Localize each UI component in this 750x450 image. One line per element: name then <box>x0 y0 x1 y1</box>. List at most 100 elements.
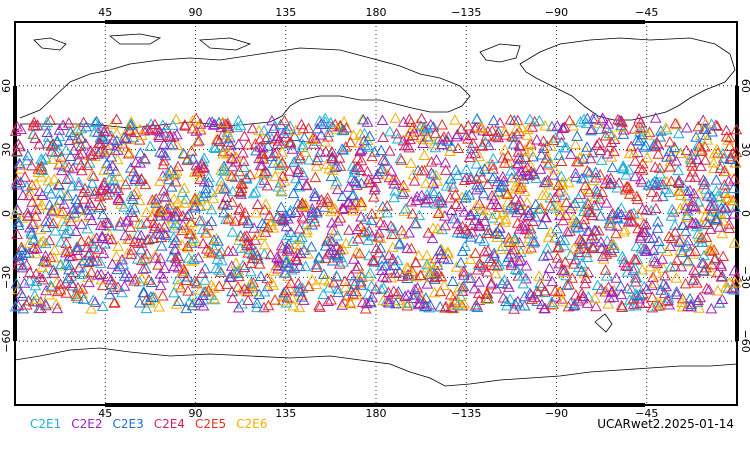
occultation-marker <box>207 192 220 204</box>
occultation-marker <box>167 119 179 130</box>
occultation-marker <box>269 170 282 182</box>
occultation-marker <box>168 260 180 272</box>
occultation-marker <box>460 223 472 234</box>
occultation-marker <box>170 298 183 309</box>
occultation-marker <box>260 133 272 145</box>
occultation-marker <box>391 254 404 266</box>
occultation-marker <box>701 134 714 145</box>
occultation-marker <box>658 287 671 299</box>
occultation-marker <box>352 260 365 271</box>
occultation-marker <box>533 270 545 281</box>
occultation-markers <box>9 112 743 314</box>
occultation-marker <box>421 258 433 270</box>
occultation-marker <box>586 209 599 221</box>
occultation-marker <box>705 118 718 129</box>
occultation-marker <box>391 288 403 299</box>
occultation-marker <box>385 165 398 176</box>
occultation-marker <box>730 271 743 282</box>
occultation-marker <box>118 280 131 291</box>
occultation-marker <box>31 242 43 254</box>
occultation-marker <box>452 142 465 154</box>
occultation-marker <box>251 198 264 209</box>
occultation-marker <box>36 261 49 273</box>
occultation-marker <box>40 299 52 311</box>
occultation-marker <box>538 286 551 297</box>
occultation-marker <box>381 169 394 180</box>
occultation-marker <box>714 258 727 269</box>
occultation-marker <box>93 190 106 202</box>
occultation-marker <box>403 296 416 308</box>
occultation-marker <box>622 163 635 175</box>
occultation-marker <box>353 136 366 148</box>
occultation-marker <box>360 297 373 309</box>
occultation-marker <box>524 113 536 125</box>
occultation-marker <box>553 186 566 197</box>
occultation-marker <box>48 267 60 278</box>
occultation-marker <box>713 297 726 308</box>
occultation-marker <box>331 229 344 241</box>
occultation-marker <box>697 114 710 125</box>
occultation-marker <box>557 214 570 226</box>
occultation-marker <box>250 144 262 156</box>
occultation-marker <box>106 160 119 171</box>
occultation-marker <box>53 194 66 205</box>
occultation-marker <box>46 205 58 217</box>
occultation-marker <box>422 133 435 145</box>
occultation-marker <box>61 272 74 284</box>
occultation-marker <box>564 225 576 236</box>
occultation-marker <box>493 258 505 270</box>
occultation-marker <box>123 271 136 282</box>
occultation-marker <box>280 297 293 308</box>
occultation-marker <box>137 286 150 298</box>
occultation-marker <box>62 117 75 128</box>
occultation-marker <box>556 295 569 307</box>
occultation-marker <box>386 252 399 264</box>
occultation-marker <box>255 270 267 281</box>
occultation-marker <box>484 252 497 263</box>
occultation-marker <box>354 128 367 139</box>
occultation-marker <box>465 231 477 242</box>
occultation-marker <box>30 275 43 287</box>
occultation-marker <box>275 239 288 251</box>
occultation-marker <box>466 142 478 154</box>
occultation-marker <box>85 266 98 277</box>
occultation-marker <box>476 139 489 151</box>
occultation-marker <box>473 217 486 229</box>
occultation-marker <box>524 222 537 234</box>
occultation-marker <box>583 186 596 197</box>
occultation-marker <box>428 267 441 279</box>
occultation-marker <box>518 210 530 222</box>
occultation-marker <box>169 167 182 178</box>
occultation-marker <box>490 208 503 219</box>
occultation-marker <box>388 259 401 270</box>
occultation-marker <box>551 252 564 263</box>
occultation-marker <box>169 252 182 263</box>
occultation-marker <box>29 279 42 291</box>
occultation-marker <box>623 147 636 159</box>
occultation-marker <box>280 210 292 221</box>
occultation-marker <box>710 185 723 196</box>
occultation-marker <box>366 208 378 219</box>
occultation-marker <box>534 163 547 174</box>
occultation-marker <box>523 169 536 181</box>
occultation-marker <box>122 148 135 159</box>
occultation-marker <box>303 153 315 165</box>
occultation-marker <box>361 177 374 189</box>
legend-item-c2e2: C2E2 <box>71 417 103 431</box>
occultation-marker <box>573 152 586 163</box>
occultation-marker <box>171 139 183 150</box>
occultation-marker <box>634 230 647 241</box>
occultation-marker <box>196 158 208 169</box>
occultation-marker <box>149 292 161 303</box>
occultation-marker <box>591 199 604 211</box>
occultation-marker <box>347 275 359 286</box>
occultation-marker <box>505 256 518 268</box>
occultation-marker <box>613 114 626 126</box>
occultation-marker <box>173 295 185 306</box>
occultation-marker <box>327 244 339 255</box>
occultation-marker <box>659 269 672 281</box>
occultation-marker <box>308 187 321 198</box>
occultation-marker <box>636 176 649 187</box>
occultation-marker <box>664 136 676 147</box>
occultation-marker <box>19 171 31 182</box>
